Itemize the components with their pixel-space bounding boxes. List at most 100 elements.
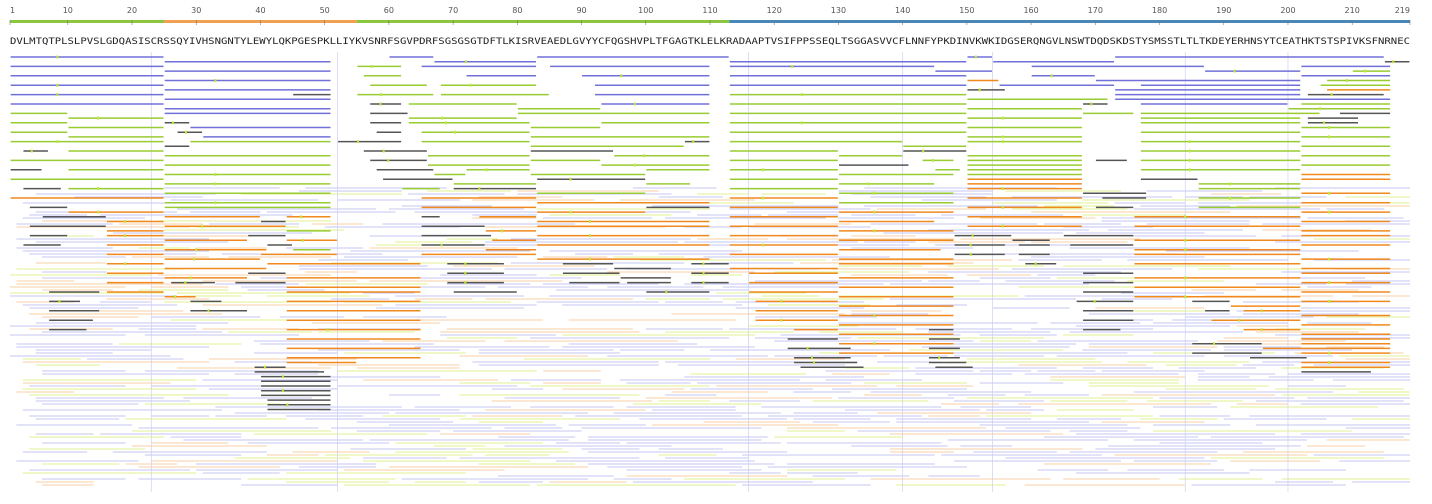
residue-guide-lines [150,52,1289,492]
peptide-marker [214,201,217,205]
ruler-label: 200 [1280,6,1295,15]
ruler-label: 190 [1216,6,1231,15]
peptide-marker [762,196,765,200]
peptide-marker [469,83,472,87]
peptide-marker [184,281,187,285]
peptide-marker [440,243,443,247]
residue-ruler: 1 10 20 30 40 50 60 70 80 90 100 110 120 130 140 150 160… [9,6,1411,25]
ruler-label: 219 [1395,6,1410,15]
peptide-marker [938,356,941,360]
peptide-marker [281,375,284,379]
peptide-marker [1001,116,1004,120]
domain-segment [356,20,730,23]
peptide-marker [387,158,390,162]
peptide-marker [1328,191,1331,195]
peptide-marker [873,210,876,214]
ruler-label: 50 [320,6,330,15]
peptide-marker [56,55,59,59]
peptide-marker [762,243,765,247]
peptide-marker [1328,135,1331,139]
peptide-marker [380,93,383,97]
peptide-marker [1001,224,1004,228]
peptide-marker [931,158,934,162]
peptide-marker [1328,126,1331,129]
peptide-marker [1184,238,1187,242]
peptide-marker [464,60,467,64]
peptide-marker [1346,79,1349,82]
peptide-marker [172,121,175,125]
peptide-marker [665,290,668,294]
peptide-marker [214,79,217,82]
peptide-marker [1328,210,1331,214]
peptide-marker [1322,121,1325,125]
protein-sequence: DVLMTQTPLSLPVSLGDQASISCRSSQYIVHSNGNTYLEW… [10,36,1410,46]
peptide-marker [569,210,572,214]
ruler-label: 20 [127,6,137,15]
peptide-marker [762,168,765,172]
peptide-marker [193,257,196,261]
peptide-marker [56,140,59,144]
peptide-marker [588,220,591,223]
peptide-marker [873,229,876,233]
peptide-marker [1260,309,1263,313]
peptide-marker [200,224,203,228]
peptide-marker [464,271,467,275]
peptide-marker [382,149,385,153]
peptide-marker [96,210,99,214]
ruler-label: 140 [895,6,910,15]
peptide-marker [123,234,126,238]
peptide-marker [780,299,783,303]
peptide-marker [1188,149,1191,153]
peptide-marker [56,93,59,97]
peptide-marker [1328,351,1331,355]
peptide-marker [642,154,645,158]
peptide-marker [1213,342,1216,346]
peptide-marker [326,328,329,332]
peptide-marker [299,215,302,219]
domain-segment [10,20,165,23]
peptide-marker [195,248,198,252]
peptide-marker [96,187,99,191]
ruler-label: 40 [255,6,265,15]
peptide-marker [1184,215,1187,219]
peptide-marker [214,173,217,176]
peptide-marker [478,187,481,191]
peptide-marker [1188,168,1191,172]
ruler-label: 90 [576,6,586,15]
peptide-marker [702,262,705,266]
peptide-marker [1328,361,1331,364]
ruler-label: 60 [384,6,394,15]
peptide-marker [1184,248,1187,252]
peptide-marker [1090,102,1093,106]
peptide-marker [464,262,467,266]
peptide-marker [184,130,187,134]
ruler-label: 130 [831,6,846,15]
peptide-marker [1001,187,1004,191]
domain-segment [729,20,1410,23]
peptide-marker [189,276,192,280]
peptide-marker [1328,299,1331,303]
ruler-label: 80 [512,6,522,15]
peptide-marker [1050,74,1053,78]
peptide-marker [633,163,636,167]
peptide-marker [974,55,977,59]
peptide-marker [922,149,925,153]
peptide-marker [281,389,284,393]
peptide-marker [971,234,974,238]
ruler-label: 170 [1088,6,1103,15]
peptide-marker [588,257,591,261]
peptide-marker [969,252,972,256]
peptide-marker [978,88,981,92]
peptide-stack[interactable] [10,55,1410,411]
peptide-marker [485,168,488,172]
peptide-marker [1184,276,1187,280]
peptide-marker [174,295,177,299]
peptide-marker [1229,196,1232,200]
peptide-marker [812,361,815,364]
ruler-label: 120 [767,6,782,15]
peptide-marker [96,116,99,120]
peptide-marker [588,234,591,238]
peptide-marker [1001,205,1004,209]
peptide-marker [969,243,972,247]
